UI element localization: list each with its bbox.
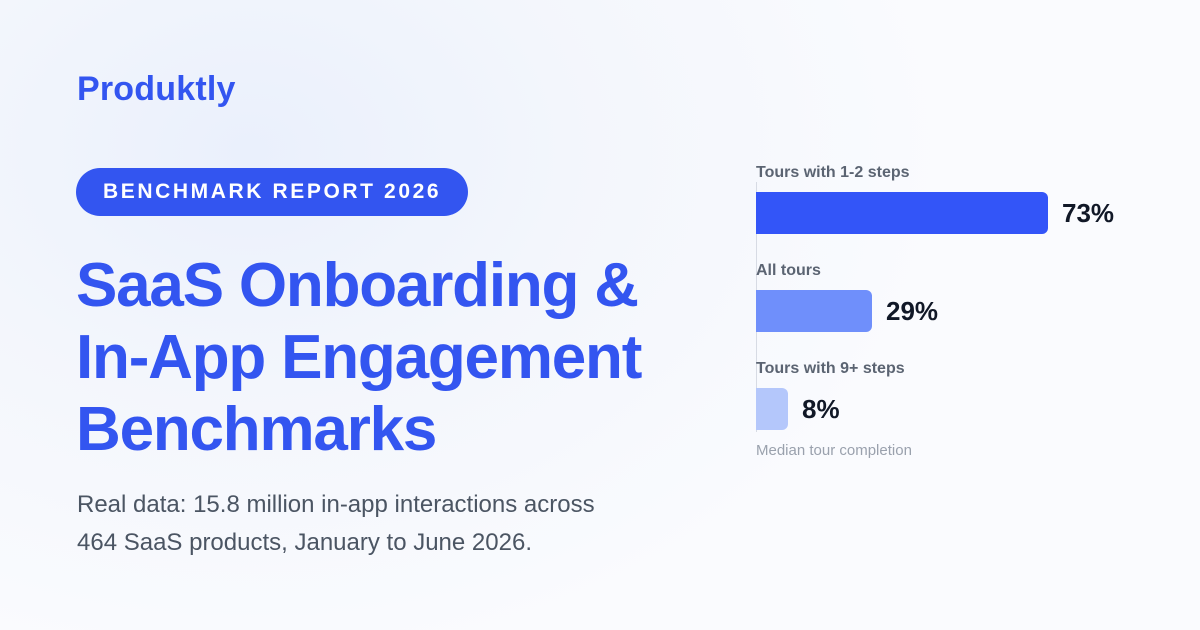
brand-logo: Produktly [77,70,236,108]
bar-3 [756,388,788,430]
bar-label-3: Tours with 9+ steps [756,360,905,377]
bar-label-2: All tours [756,262,821,279]
bar-1 [756,192,1048,234]
chart-row-2: All tours 29% [756,258,1176,338]
bar-value-2: 29% [886,296,939,326]
subtitle: Real data: 15.8 million in-app interacti… [77,486,697,562]
page-title: SaaS Onboarding & In-App Engagement Benc… [76,250,736,466]
chart-row-1: Tours with 1-2 steps 73% [756,160,1176,240]
bar-value-3: 8% [802,394,840,424]
title-line-2: In-App Engagement [76,323,642,392]
chart-row-3: Tours with 9+ steps 8% [756,356,1176,436]
chart-caption: Median tour completion [756,442,912,459]
subtitle-line-1: Real data: 15.8 million in-app interacti… [77,491,595,518]
bar-2 [756,290,872,332]
subtitle-line-2: 464 SaaS products, January to June 2026. [77,529,532,556]
report-badge: BENCHMARK REPORT 2026 [76,168,469,216]
title-line-1: SaaS Onboarding & [76,251,639,320]
bar-label-1: Tours with 1-2 steps [756,164,910,181]
completion-bar-chart: Tours with 1-2 steps 73% All tours 29% T… [756,160,1176,470]
bar-value-1: 73% [1062,198,1115,228]
title-line-3: Benchmarks [76,395,437,464]
